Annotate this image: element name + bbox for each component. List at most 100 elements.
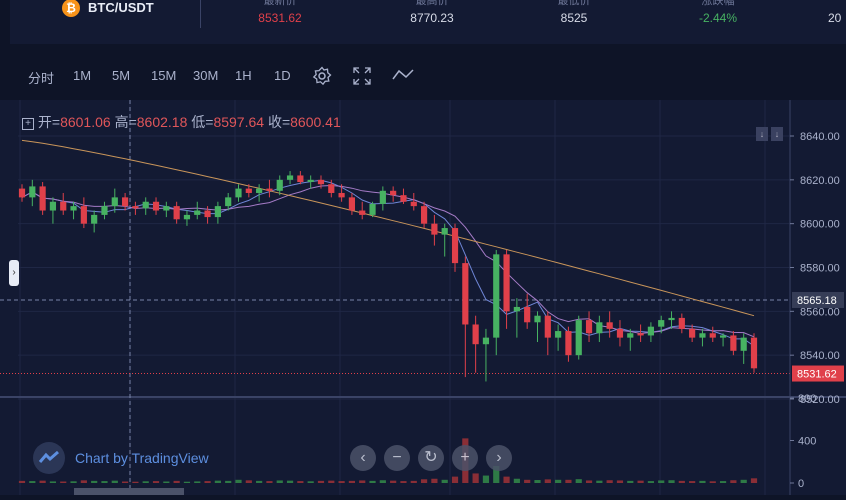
interval-1h[interactable]: 1H [235,68,252,83]
volume-bar [307,481,314,483]
volume-bar [80,480,87,483]
crosshair-price-box [792,291,844,308]
volume-bar [70,481,77,483]
volume-bar [513,478,520,483]
scale-up-button[interactable]: ↓ [771,127,783,141]
volume-bar [555,479,562,483]
candle-body [740,337,747,351]
candle-body [647,326,654,336]
candle-body [596,322,603,334]
bitcoin-icon: ₿ [62,0,80,17]
price-tick-label: 8620.00 [800,175,840,187]
ma-line-mid [21,184,755,338]
price-tick-label: 8520.00 [800,394,840,406]
ticker-header: ₿ BTC/USDT 最新价 8531.62 最高价 8770.23 最低价 8… [10,0,846,44]
crosshair-price-label: 8565.18 [797,295,837,307]
volume-bar [101,481,108,483]
volume-bar [451,476,459,483]
candle-body [359,210,366,215]
volume-bar [286,480,294,483]
branding-text[interactable]: Chart by TradingView [75,450,209,466]
candle-body [70,206,77,211]
interval-5m[interactable]: 5M [112,68,131,83]
volume-bar [730,480,737,483]
volume-bar [431,478,438,483]
candle-body [524,306,531,323]
volume-bar [91,480,98,483]
volume-bar [410,480,417,483]
volume-bar [596,480,603,483]
candle-body [122,197,129,207]
volume-bar [658,480,665,483]
gear-icon[interactable] [312,66,332,86]
candle-body [678,317,685,329]
drawing-panel-toggle[interactable]: › [9,260,19,286]
volume-bar [204,481,211,483]
candle-body [142,201,149,209]
collapse-legend-icon[interactable]: + [22,118,34,130]
volume-bar [328,480,335,483]
fullscreen-icon[interactable] [353,67,371,85]
trading-pair[interactable]: BTC/USDT [88,0,154,15]
volume-bar [142,481,149,483]
volume-bar [740,479,747,483]
scroll-right-button[interactable]: › [486,445,512,471]
time-scroll-thumb [74,488,184,495]
volume-bar [49,481,57,483]
volume-bar [606,480,613,483]
candle-body [431,223,438,235]
scroll-left-button[interactable]: ‹ [350,445,376,471]
price-tick-label: 8580.00 [800,263,840,275]
candle-body [39,186,46,211]
volume-bar [678,480,685,483]
scale-down-button[interactable]: ↓ [756,127,768,141]
volume-bar [441,479,448,483]
volume-bar [699,480,706,483]
candle-body [534,315,541,323]
volume-bar [348,480,356,483]
volume-bar [575,479,582,483]
volume-bar [39,480,46,483]
candle-body [101,206,108,215]
price-tick-label: 8540.00 [800,350,840,362]
volume-bar [276,480,283,483]
volume-tick-label: 400 [798,436,816,448]
volume-bar [482,475,490,483]
candle-body [91,214,98,224]
interval-timeline[interactable]: 分时 [28,71,55,86]
volume-bar [152,481,160,483]
zoom-in-button[interactable]: + [452,445,478,471]
price-tick-label: 8640.00 [800,131,840,143]
candle-body [410,201,417,207]
candle-body [80,206,87,224]
volume-bar [647,481,654,483]
volume-bar [122,481,129,483]
stat-label: 最高价 [415,0,449,7]
candle-body [441,228,448,235]
line-indicator-icon[interactable] [392,68,414,82]
volume-bar [338,481,345,483]
chart-panel[interactable]: 8640.00 8620.00 8600.00 8580.00 8560.00 8540.… [0,100,846,495]
interval-1m[interactable]: 1M [73,68,92,83]
volume-bar [163,481,170,483]
candle-body [163,206,170,211]
price-chart[interactable]: 8640.00 8620.00 8600.00 8580.00 8560.00 8540.… [0,100,846,495]
interval-15m[interactable]: 15M [151,68,177,83]
interval-30m[interactable]: 30M [193,68,219,83]
reset-button[interactable]: ↻ [418,445,444,471]
last-price-box [792,365,844,382]
volume-bar [111,480,118,483]
volume-bar [524,479,531,483]
tradingview-logo-icon[interactable] [33,442,65,474]
price-tick-label: 8600.00 [800,219,840,231]
zoom-out-button[interactable]: − [384,445,410,471]
stat-label: 涨跌幅 [701,0,735,7]
volume-bar [214,480,221,483]
volume-bar [256,480,263,483]
volume-bar [689,481,696,483]
open-label: 开= [37,114,61,130]
candle-body [29,186,36,198]
interval-1d[interactable]: 1D [274,68,291,83]
volume-bar [235,479,242,483]
chart-toolbar: 分时 1M 5M 15M 30M 1H 1D [0,60,846,94]
